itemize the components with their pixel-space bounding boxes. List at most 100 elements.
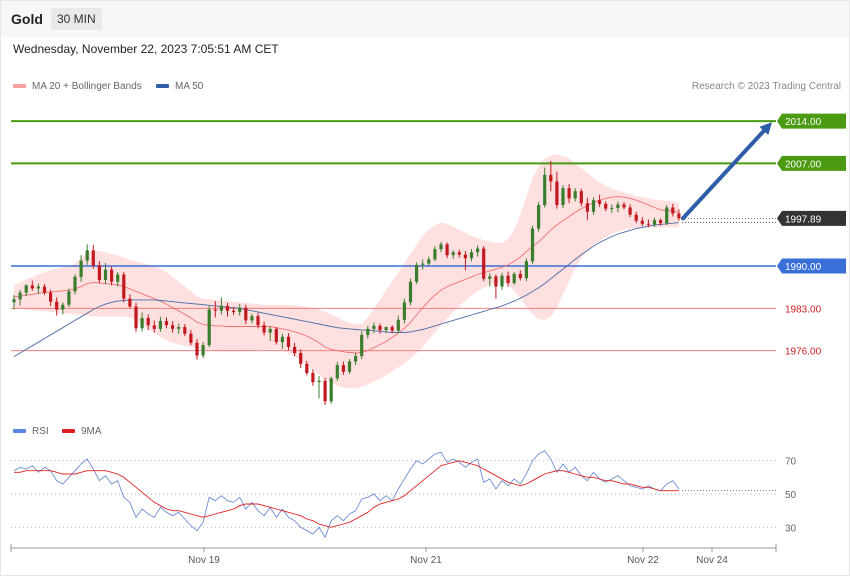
candle-body [372,325,376,329]
candle-down [598,194,602,207]
candle-down [585,197,589,221]
candle-body [134,306,138,329]
level-label: 1976.00 [785,347,822,358]
ma50-line [13,222,679,358]
candle-down [323,377,327,405]
candle-down [579,188,583,207]
candle-up [610,204,614,213]
candle-up [79,255,83,282]
candle-body [591,200,596,212]
candle-down [286,333,291,351]
candle-body [250,316,254,321]
candle-body [293,346,297,354]
candle-down [457,249,461,258]
candle-up [561,185,565,209]
x-tick-label: Nov 22 [627,555,659,566]
level-label: 2014.00 [785,117,822,128]
candle-up [652,217,657,227]
candle-up [85,244,89,265]
candle-down [55,297,59,316]
candle-body [469,252,474,259]
x-tick-label: Nov 21 [410,555,442,566]
candle-down [659,218,663,226]
candle-body [103,269,108,280]
legend-rsi-ma-swatch [62,429,75,434]
candle-body [85,250,89,261]
candle-up [469,249,474,262]
candle-body [207,309,211,346]
candle-up [439,241,443,253]
candle-body [280,336,284,343]
candle-down [604,201,608,212]
candle-body [55,301,59,310]
candle-body [262,325,266,333]
candle-down [274,327,278,345]
candle-up [219,297,223,315]
candle-down [128,294,132,309]
candle-up [488,273,492,287]
candle-up [408,278,413,306]
candle-down [445,242,449,259]
candle-up [573,188,577,202]
candle-up [73,274,77,295]
candle-up [384,326,388,334]
candle-body [451,252,455,256]
candle-down [171,321,175,333]
candle-body [268,328,272,333]
candle-body [341,365,345,372]
candle-up [36,283,40,294]
candle-down [494,274,498,299]
candle-down [49,289,53,306]
level-tag-bg [777,113,846,129]
timeframe-badge[interactable]: 30 MIN [51,8,102,30]
level-tag-bg [777,155,846,171]
level-label: 1997.89 [785,214,822,225]
candle-body [512,273,516,283]
candle-up [24,284,28,297]
candle-down [463,250,467,271]
candle-body [549,174,553,182]
candle-body [347,361,352,372]
candle-body [427,259,431,264]
candle-body [128,298,132,307]
candle-body [195,342,199,356]
candle-down [555,171,559,209]
candle-body [579,191,583,204]
candle-up [250,313,254,324]
candle-down [506,271,510,287]
candle-body [67,291,71,305]
candle-up [238,304,242,316]
candle-up [543,167,547,208]
candle-body [238,307,242,312]
candle-up [476,245,480,257]
level-label: 1990.00 [785,262,822,273]
candle-body [463,254,467,259]
candle-body [225,305,230,311]
candle-body [543,174,547,206]
candle-body [305,363,309,373]
candle-body [421,263,425,265]
candle-body [146,318,150,326]
candle-body [500,275,504,287]
rsi-ma9-line [14,460,679,528]
candle-body [42,286,47,293]
candle-body [274,328,278,343]
candle-up [402,298,406,324]
candle-body [476,248,480,253]
candle-body [256,316,260,326]
candle-body [286,336,291,347]
candle-up [360,331,364,360]
candle-up [366,325,370,339]
candle-body [360,334,364,357]
candle-up [347,359,352,374]
candle-down [671,203,675,217]
candle-up [537,202,541,232]
candle-down [42,284,47,296]
candle-body [323,380,327,402]
legend-ma50: MA 50 [156,81,203,92]
candle-body [158,321,162,329]
rsi-tick-label: 50 [785,490,797,501]
candle-down [91,244,95,269]
candle-body [201,345,205,356]
